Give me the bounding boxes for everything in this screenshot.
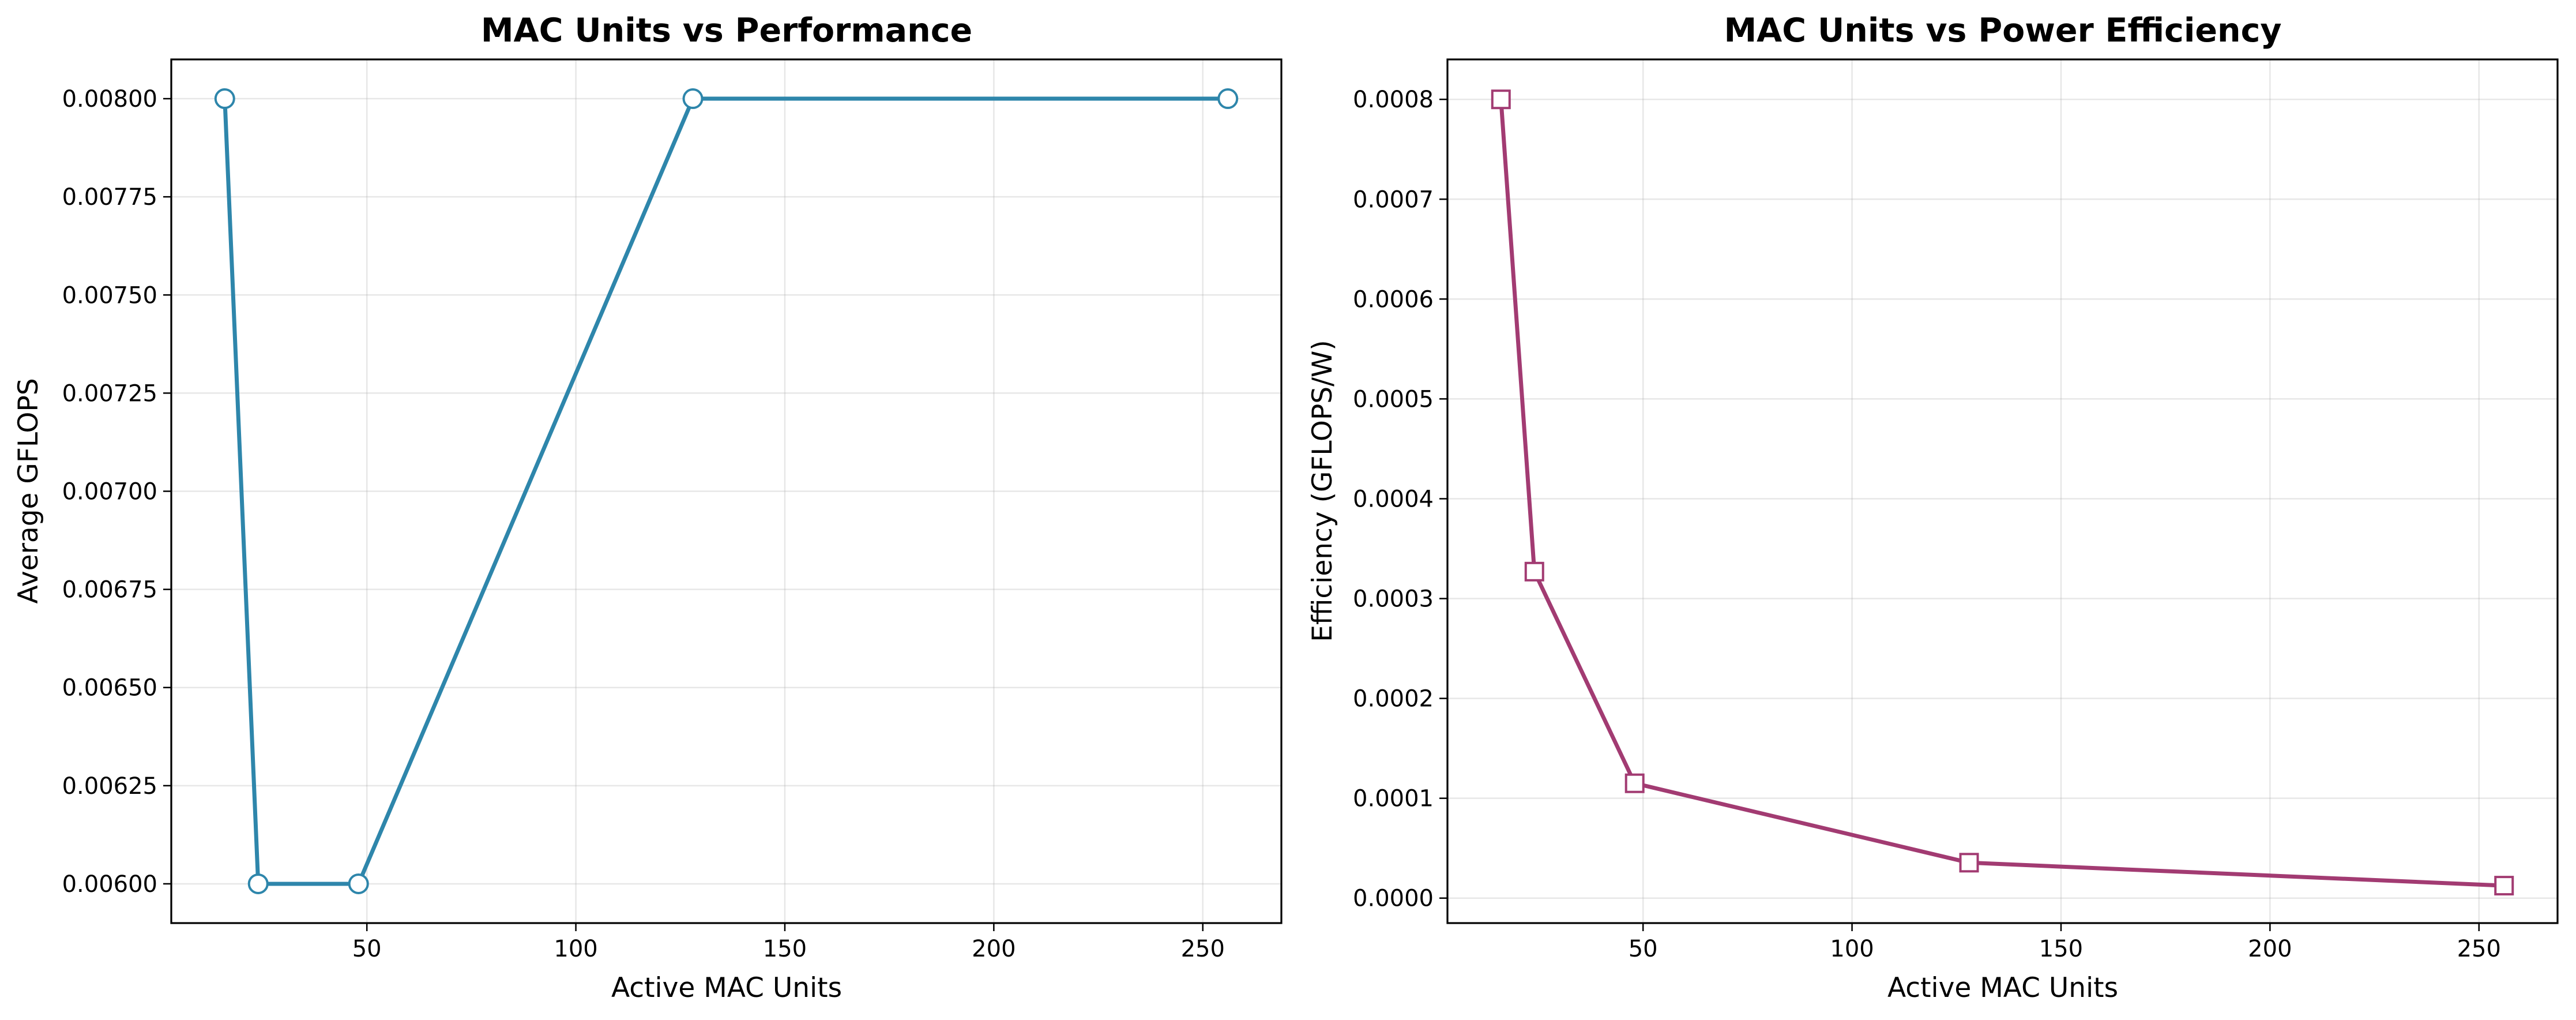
y-tick-label: 0.00750 xyxy=(62,282,157,309)
data-point-marker xyxy=(1491,89,1511,110)
data-point-marker xyxy=(1959,853,1979,873)
y-tick-label: 0.0002 xyxy=(1353,686,1434,712)
x-tick-label: 250 xyxy=(1181,936,1225,962)
data-point-marker xyxy=(214,88,235,110)
data-point-marker xyxy=(1217,88,1239,110)
grid xyxy=(171,59,1281,923)
y-tick-label: 0.00675 xyxy=(62,577,157,603)
y-axis-label: Efficiency (GFLOPS/W) xyxy=(1307,340,1338,642)
y-tick-label: 0.0001 xyxy=(1353,786,1434,812)
chart-title: MAC Units vs Power Efficiency xyxy=(1724,12,2281,50)
chart-title: MAC Units vs Performance xyxy=(481,12,972,50)
y-tick-label: 0.00600 xyxy=(62,871,157,898)
data-point-marker xyxy=(682,88,704,110)
x-tick-label: 250 xyxy=(2457,936,2501,962)
data-point-marker xyxy=(1524,561,1544,582)
y-tick-label: 0.00650 xyxy=(62,675,157,702)
y-tick-label: 0.0005 xyxy=(1353,386,1434,412)
x-tick-label: 100 xyxy=(1830,936,1874,962)
x-axis: 50 100 150 200 250 xyxy=(352,923,1225,962)
y-tick-label: 0.00725 xyxy=(62,380,157,407)
x-axis: 50 100 150 200 250 xyxy=(1629,923,2501,962)
series-polyline xyxy=(1499,97,2506,888)
y-axis: 0.00600 0.00625 0.00650 0.00675 0.00700 0.007… xyxy=(62,86,171,898)
y-tick-label: 0.0003 xyxy=(1353,586,1434,613)
y-tick-label: 0.00800 xyxy=(62,86,157,112)
y-tick-label: 0.0004 xyxy=(1353,486,1434,512)
y-tick-label: 0.00625 xyxy=(62,773,157,800)
y-tick-label: 0.00700 xyxy=(62,479,157,505)
y-tick-label: 0.00775 xyxy=(62,184,157,211)
data-point-marker xyxy=(247,873,269,894)
y-tick-label: 0.0000 xyxy=(1353,886,1434,912)
x-axis-label: Active MAC Units xyxy=(1887,972,2118,1004)
y-tick-label: 0.0006 xyxy=(1353,286,1434,313)
x-tick-label: 150 xyxy=(2039,936,2083,962)
x-tick-label: 200 xyxy=(2248,936,2292,962)
series-markers xyxy=(1491,89,2514,896)
series-markers xyxy=(214,88,1239,894)
x-axis-label: Active MAC Units xyxy=(611,972,842,1004)
data-point-marker xyxy=(348,873,369,894)
x-tick-label: 200 xyxy=(972,936,1016,962)
plot-area xyxy=(1446,58,2559,924)
x-tick-label: 100 xyxy=(554,936,597,962)
y-axis-label: Average GFLOPS xyxy=(13,378,44,603)
y-tick-label: 0.0008 xyxy=(1353,87,1434,113)
data-point-marker xyxy=(2494,876,2514,896)
x-tick-label: 50 xyxy=(1629,936,1658,962)
data-point-marker xyxy=(1624,773,1645,793)
y-tick-label: 0.0007 xyxy=(1353,186,1434,213)
grid xyxy=(1447,59,2558,923)
series-line xyxy=(1499,97,2506,888)
chart-performance: MAC Units vs Performance 50 100 150 200 250 … xyxy=(13,12,1283,1004)
chart-power-efficiency: MAC Units vs Power Efficiency 50 100 150 20… xyxy=(1307,12,2559,1004)
x-tick-label: 150 xyxy=(763,936,807,962)
y-axis: 0.0000 0.0001 0.0002 0.0003 0.0004 0.0005 0.00… xyxy=(1353,87,1447,912)
x-tick-label: 50 xyxy=(352,936,382,962)
